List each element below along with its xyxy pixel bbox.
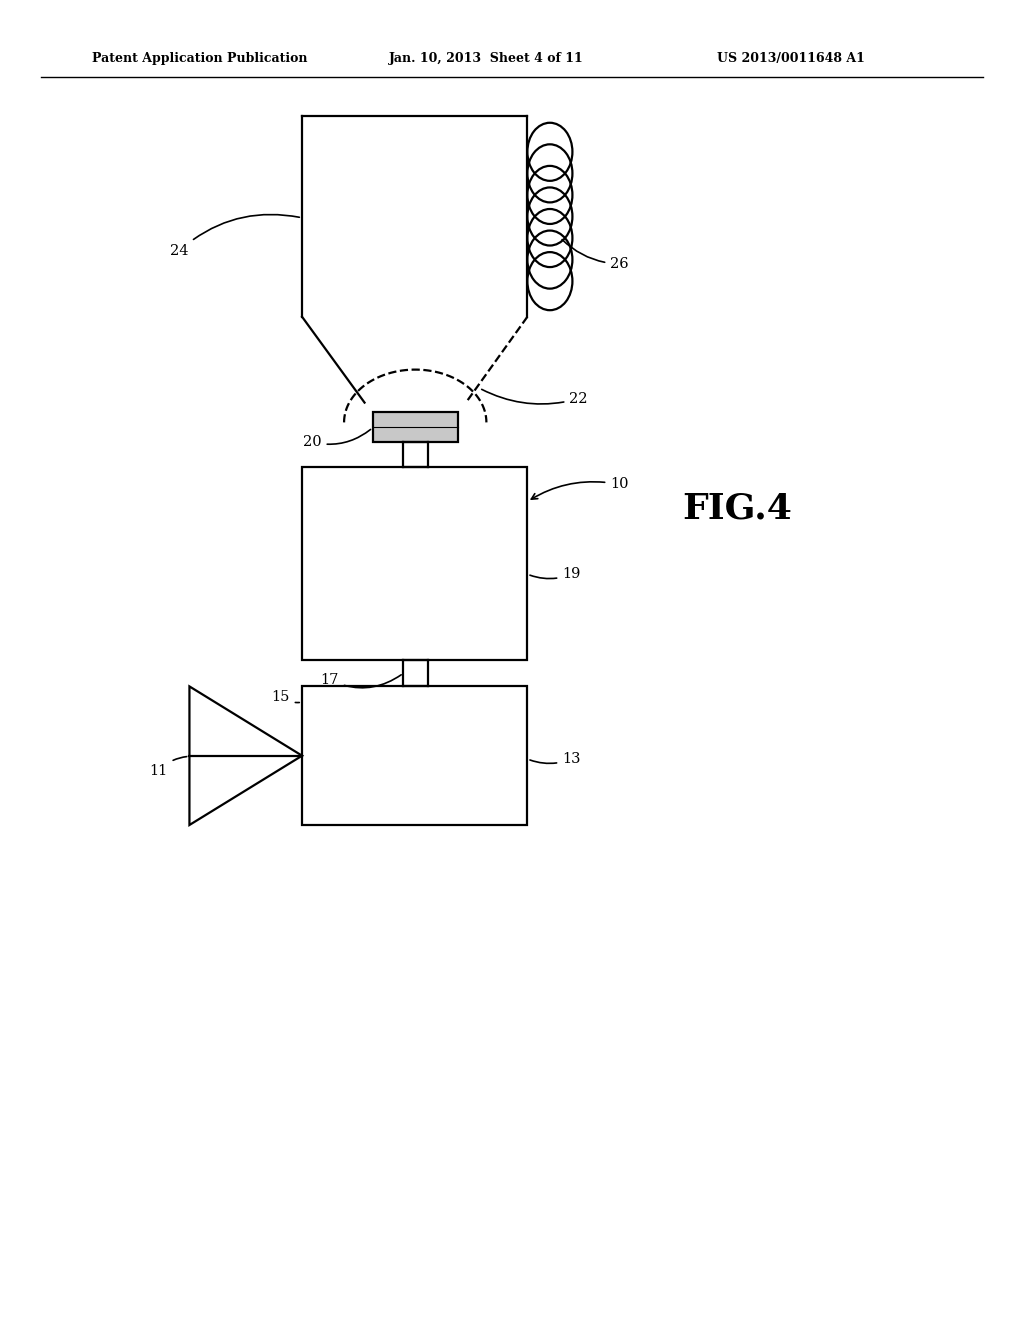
Text: 20: 20 [303, 429, 371, 449]
Text: Jan. 10, 2013  Sheet 4 of 11: Jan. 10, 2013 Sheet 4 of 11 [389, 51, 584, 65]
Text: 13: 13 [530, 752, 581, 766]
Text: 15: 15 [271, 690, 299, 704]
Text: 11: 11 [150, 756, 186, 777]
Text: 26: 26 [562, 239, 629, 271]
Text: 17: 17 [321, 673, 401, 688]
Text: 24: 24 [170, 215, 299, 257]
Text: 19: 19 [530, 568, 581, 581]
Bar [302, 467, 527, 660]
Text: US 2013/0011648 A1: US 2013/0011648 A1 [717, 51, 864, 65]
Text: FIG.4: FIG.4 [682, 491, 793, 525]
Bar [373, 412, 458, 442]
Text: 10: 10 [531, 478, 629, 499]
Bar [302, 686, 527, 825]
Text: 22: 22 [481, 389, 588, 405]
Text: Patent Application Publication: Patent Application Publication [92, 51, 307, 65]
